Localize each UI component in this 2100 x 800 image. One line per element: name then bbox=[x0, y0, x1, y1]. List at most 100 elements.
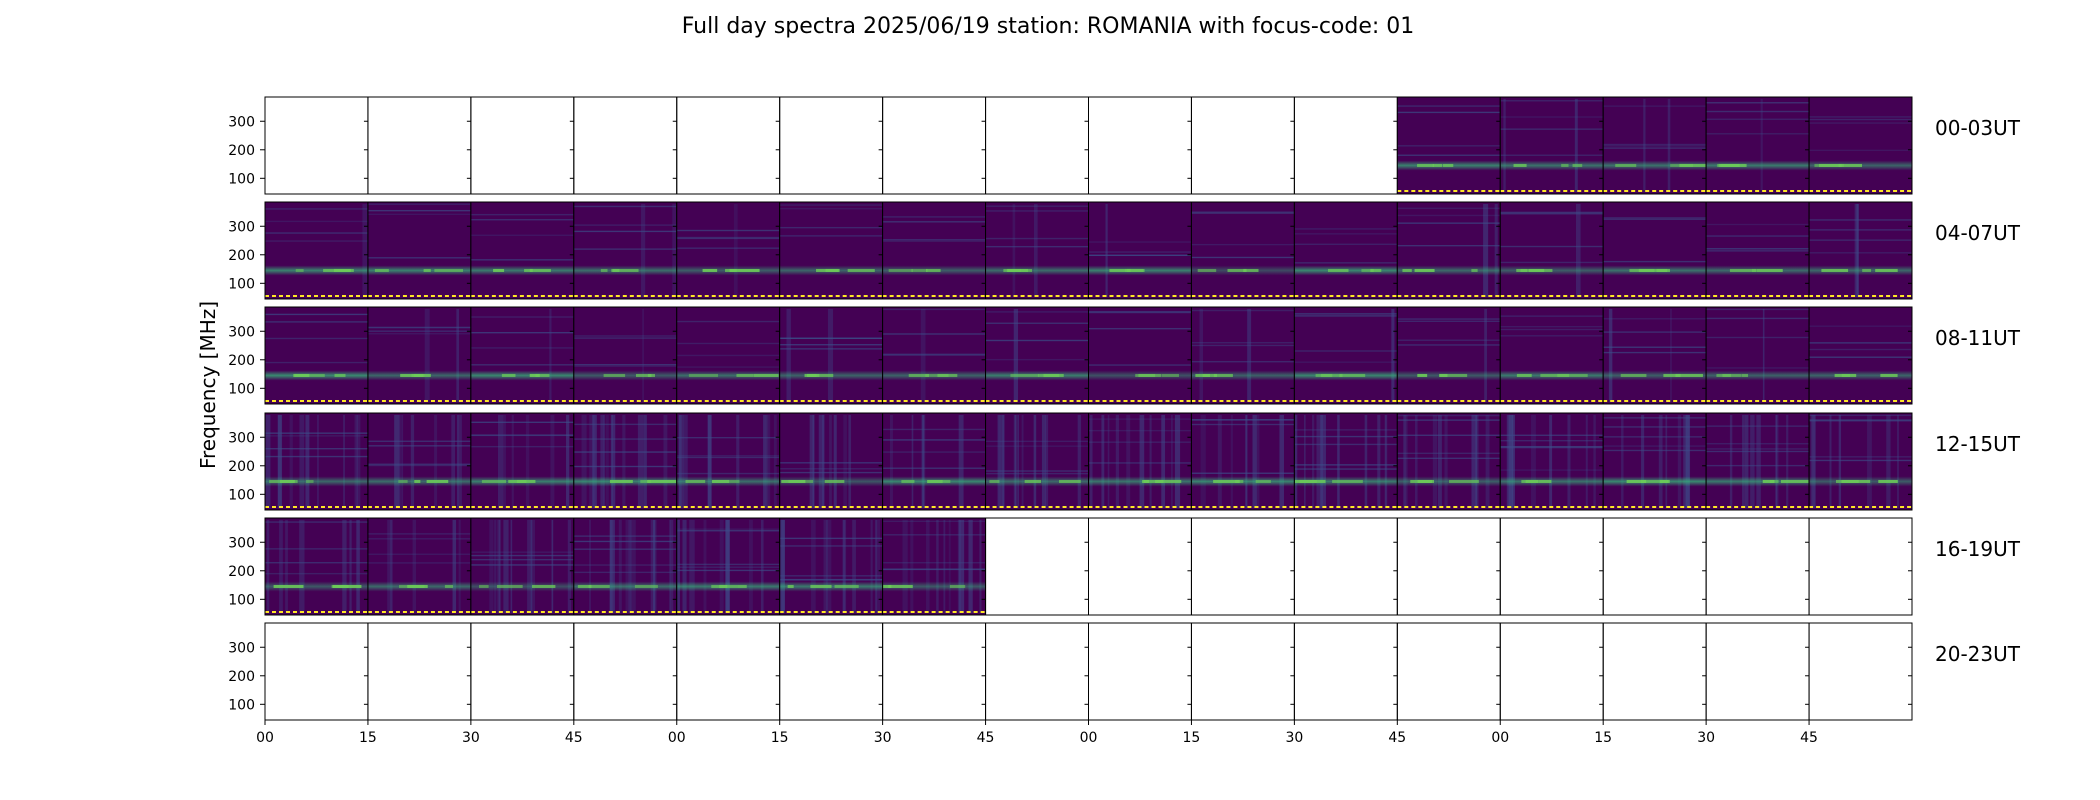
row-time-label: 20-23UT bbox=[1935, 642, 2021, 666]
spectrogram-panel bbox=[1499, 622, 1604, 721]
spectrogram-panel bbox=[573, 96, 678, 195]
y-tick-label: 300 bbox=[228, 535, 255, 551]
y-tick-label: 100 bbox=[228, 276, 255, 292]
spectrogram-panel bbox=[470, 412, 575, 511]
spectrogram-panel bbox=[470, 517, 575, 616]
spectrogram-panel bbox=[1190, 622, 1295, 721]
x-tick-label: 45 bbox=[565, 730, 583, 746]
y-tick-label: 300 bbox=[228, 640, 255, 656]
spectrogram-panel bbox=[1808, 622, 1913, 721]
spectrogram-panel bbox=[1602, 306, 1707, 405]
y-tick-label: 100 bbox=[228, 381, 255, 397]
spectrogram-panel bbox=[1705, 306, 1810, 405]
y-tick-label: 200 bbox=[228, 564, 255, 580]
spectrogram-panel bbox=[367, 306, 472, 405]
spectrogram-panel bbox=[1088, 306, 1192, 405]
spectrogram-panel bbox=[470, 306, 575, 405]
spectrogram-panel bbox=[573, 412, 678, 511]
spectrogram-panel bbox=[882, 96, 987, 195]
spectrogram-panel bbox=[1705, 96, 1810, 195]
spectrogram-panel bbox=[1499, 306, 1604, 405]
x-tick-label: 30 bbox=[1285, 730, 1303, 746]
spectrogram-panel bbox=[367, 412, 472, 511]
spectrogram-panel bbox=[1808, 306, 1913, 405]
y-tick-label: 200 bbox=[228, 143, 255, 159]
spectrogram-panel bbox=[1499, 96, 1604, 195]
y-tick-label: 200 bbox=[228, 459, 255, 475]
spectrogram-panel bbox=[1293, 517, 1398, 616]
spectrogram-panel bbox=[264, 96, 369, 195]
spectrogram-panel bbox=[264, 517, 369, 616]
spectrogram-panel bbox=[985, 622, 1089, 721]
spectrogram-panel bbox=[1602, 412, 1707, 511]
figure-title: Full day spectra 2025/06/19 station: ROM… bbox=[682, 14, 1415, 39]
spectrogram-panel bbox=[573, 306, 678, 405]
spectrogram-panel bbox=[1396, 201, 1501, 300]
y-tick-label: 100 bbox=[228, 592, 255, 608]
spectrogram-panel bbox=[1088, 201, 1192, 300]
spectrogram-panel bbox=[1190, 412, 1295, 511]
spectrogram-panel bbox=[1705, 412, 1812, 511]
spectrogram-panel bbox=[985, 306, 1089, 405]
spectrogram-panel bbox=[676, 96, 781, 195]
spectrogram-panel bbox=[1499, 517, 1604, 616]
spectrogram-panel bbox=[264, 306, 369, 405]
x-tick-label: 30 bbox=[1697, 730, 1715, 746]
x-tick-label: 00 bbox=[1491, 730, 1509, 746]
spectrogram-panel bbox=[573, 517, 678, 616]
spectrogram-panel bbox=[1396, 306, 1501, 405]
spectrogram-panel bbox=[676, 622, 781, 721]
y-tick-label: 100 bbox=[228, 171, 255, 187]
x-tick-label: 45 bbox=[1800, 730, 1818, 746]
spectrogram-panel bbox=[1088, 517, 1192, 616]
spectrogram-panel bbox=[1602, 622, 1707, 721]
y-tick-label: 100 bbox=[228, 697, 255, 713]
spectrogram-panel bbox=[1396, 622, 1501, 721]
spectrogram-panel bbox=[470, 201, 575, 300]
y-tick-label: 100 bbox=[228, 487, 255, 503]
y-tick-label: 300 bbox=[228, 324, 255, 340]
spectrogram-panel bbox=[882, 517, 987, 616]
y-tick-label: 300 bbox=[228, 219, 255, 235]
spectrogram-panel bbox=[264, 412, 369, 511]
spectrogram-panel bbox=[573, 201, 678, 300]
spectrogram-panel bbox=[779, 412, 884, 511]
spectrogram-panel bbox=[1705, 517, 1810, 616]
row-time-label: 12-15UT bbox=[1935, 432, 2021, 456]
spectrogram-panel bbox=[882, 412, 987, 511]
row-time-label: 16-19UT bbox=[1935, 537, 2021, 561]
spectrogram-panel bbox=[779, 96, 884, 195]
spectrogram-panel bbox=[470, 622, 575, 721]
spectrogram-panel bbox=[779, 622, 884, 721]
x-tick-label: 45 bbox=[977, 730, 995, 746]
spectrogram-panel bbox=[1190, 96, 1295, 195]
y-tick-label: 300 bbox=[228, 430, 255, 446]
spectrogram-panel bbox=[1808, 201, 1913, 300]
spectrogram-panel bbox=[676, 412, 781, 511]
spectrogram-panel bbox=[264, 622, 369, 721]
spectrogram-panel bbox=[1602, 517, 1707, 616]
spectrogram-panel bbox=[985, 201, 1089, 300]
spectrogram-panel bbox=[1602, 201, 1707, 300]
spectrogram-panel bbox=[1088, 96, 1192, 195]
spectrogram-panel bbox=[573, 622, 678, 721]
spectrogram-panel bbox=[367, 517, 472, 616]
plot-area: 00-03UT 100 200 300 04-07UT 100 200 300 08-11UT 1… bbox=[228, 96, 2021, 746]
spectrogram-panel bbox=[779, 201, 884, 300]
spectrogram-panel bbox=[985, 412, 1089, 511]
spectrogram-panel bbox=[1190, 517, 1295, 616]
y-tick-label: 200 bbox=[228, 248, 255, 264]
spectrogram-panel bbox=[470, 96, 575, 195]
y-tick-label: 200 bbox=[228, 353, 255, 369]
spectrogram-panel bbox=[676, 201, 781, 300]
spectrogram-panel bbox=[985, 96, 1089, 195]
spectrogram-panel bbox=[1293, 201, 1398, 300]
x-tick-label: 15 bbox=[771, 730, 789, 746]
x-tick-label: 00 bbox=[256, 730, 274, 746]
y-tick-label: 300 bbox=[228, 114, 255, 130]
spectrogram-panel bbox=[1705, 622, 1810, 721]
spectrogram-panel bbox=[1602, 96, 1709, 195]
spectrogram-panel bbox=[1190, 306, 1295, 405]
spectrogram-panel bbox=[367, 622, 472, 721]
x-tick-label: 00 bbox=[668, 730, 686, 746]
